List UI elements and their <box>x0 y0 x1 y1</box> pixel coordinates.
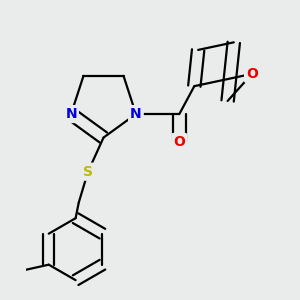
Text: O: O <box>173 135 185 149</box>
Text: N: N <box>130 107 142 121</box>
Text: N: N <box>65 107 77 121</box>
Text: O: O <box>246 67 258 81</box>
Text: S: S <box>83 165 93 179</box>
